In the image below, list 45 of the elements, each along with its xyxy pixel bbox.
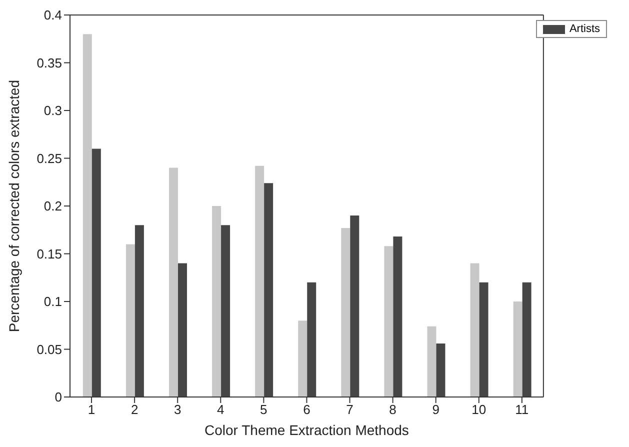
x-tick-label: 4 (217, 402, 224, 418)
x-tick-label: 9 (432, 402, 440, 418)
y-tick-label: 0.25 (36, 150, 62, 166)
x-tick-label: 5 (260, 402, 268, 418)
bar (92, 148, 101, 397)
y-tick-label: 0.4 (44, 8, 62, 23)
y-tick-label: 0.05 (36, 342, 62, 357)
y-tick-label: 0.3 (44, 103, 62, 118)
bar (82, 34, 92, 397)
bar (513, 302, 522, 397)
bar (307, 282, 316, 397)
bar (522, 282, 532, 397)
bar (436, 344, 446, 397)
y-tick-label: 0.35 (36, 55, 62, 70)
x-axis-title: Color Theme Extraction Methods (204, 422, 409, 438)
y-tick-label: 0 (54, 390, 62, 405)
bar (350, 216, 360, 397)
bar (298, 320, 308, 397)
y-tick-label: 0.1 (44, 294, 62, 310)
legend-label: Artists (569, 23, 600, 35)
y-tick-label: 0.15 (36, 246, 62, 262)
bar (264, 183, 274, 397)
x-tick-label: 8 (389, 402, 396, 418)
bar (393, 236, 402, 397)
bar (126, 244, 135, 397)
bar (384, 246, 394, 397)
bar (221, 225, 230, 397)
bar (470, 263, 480, 397)
bar (341, 228, 350, 397)
bar (427, 326, 436, 397)
bar (212, 206, 222, 397)
x-tick-label: 10 (472, 402, 486, 418)
bar (168, 168, 178, 397)
x-tick-label: 6 (303, 402, 310, 418)
y-axis-title: Percentage of corrected colors extracted (6, 80, 22, 332)
bar (479, 282, 488, 397)
x-tick-label: 11 (515, 402, 529, 418)
x-tick-label: 3 (174, 402, 182, 418)
x-tick-label: 7 (346, 402, 354, 418)
bar (255, 166, 264, 397)
x-tick-label: 1 (88, 402, 96, 418)
y-tick-label: 0.2 (44, 198, 62, 214)
bar (178, 263, 187, 397)
bar (134, 225, 144, 397)
x-tick-label: 2 (130, 402, 138, 418)
